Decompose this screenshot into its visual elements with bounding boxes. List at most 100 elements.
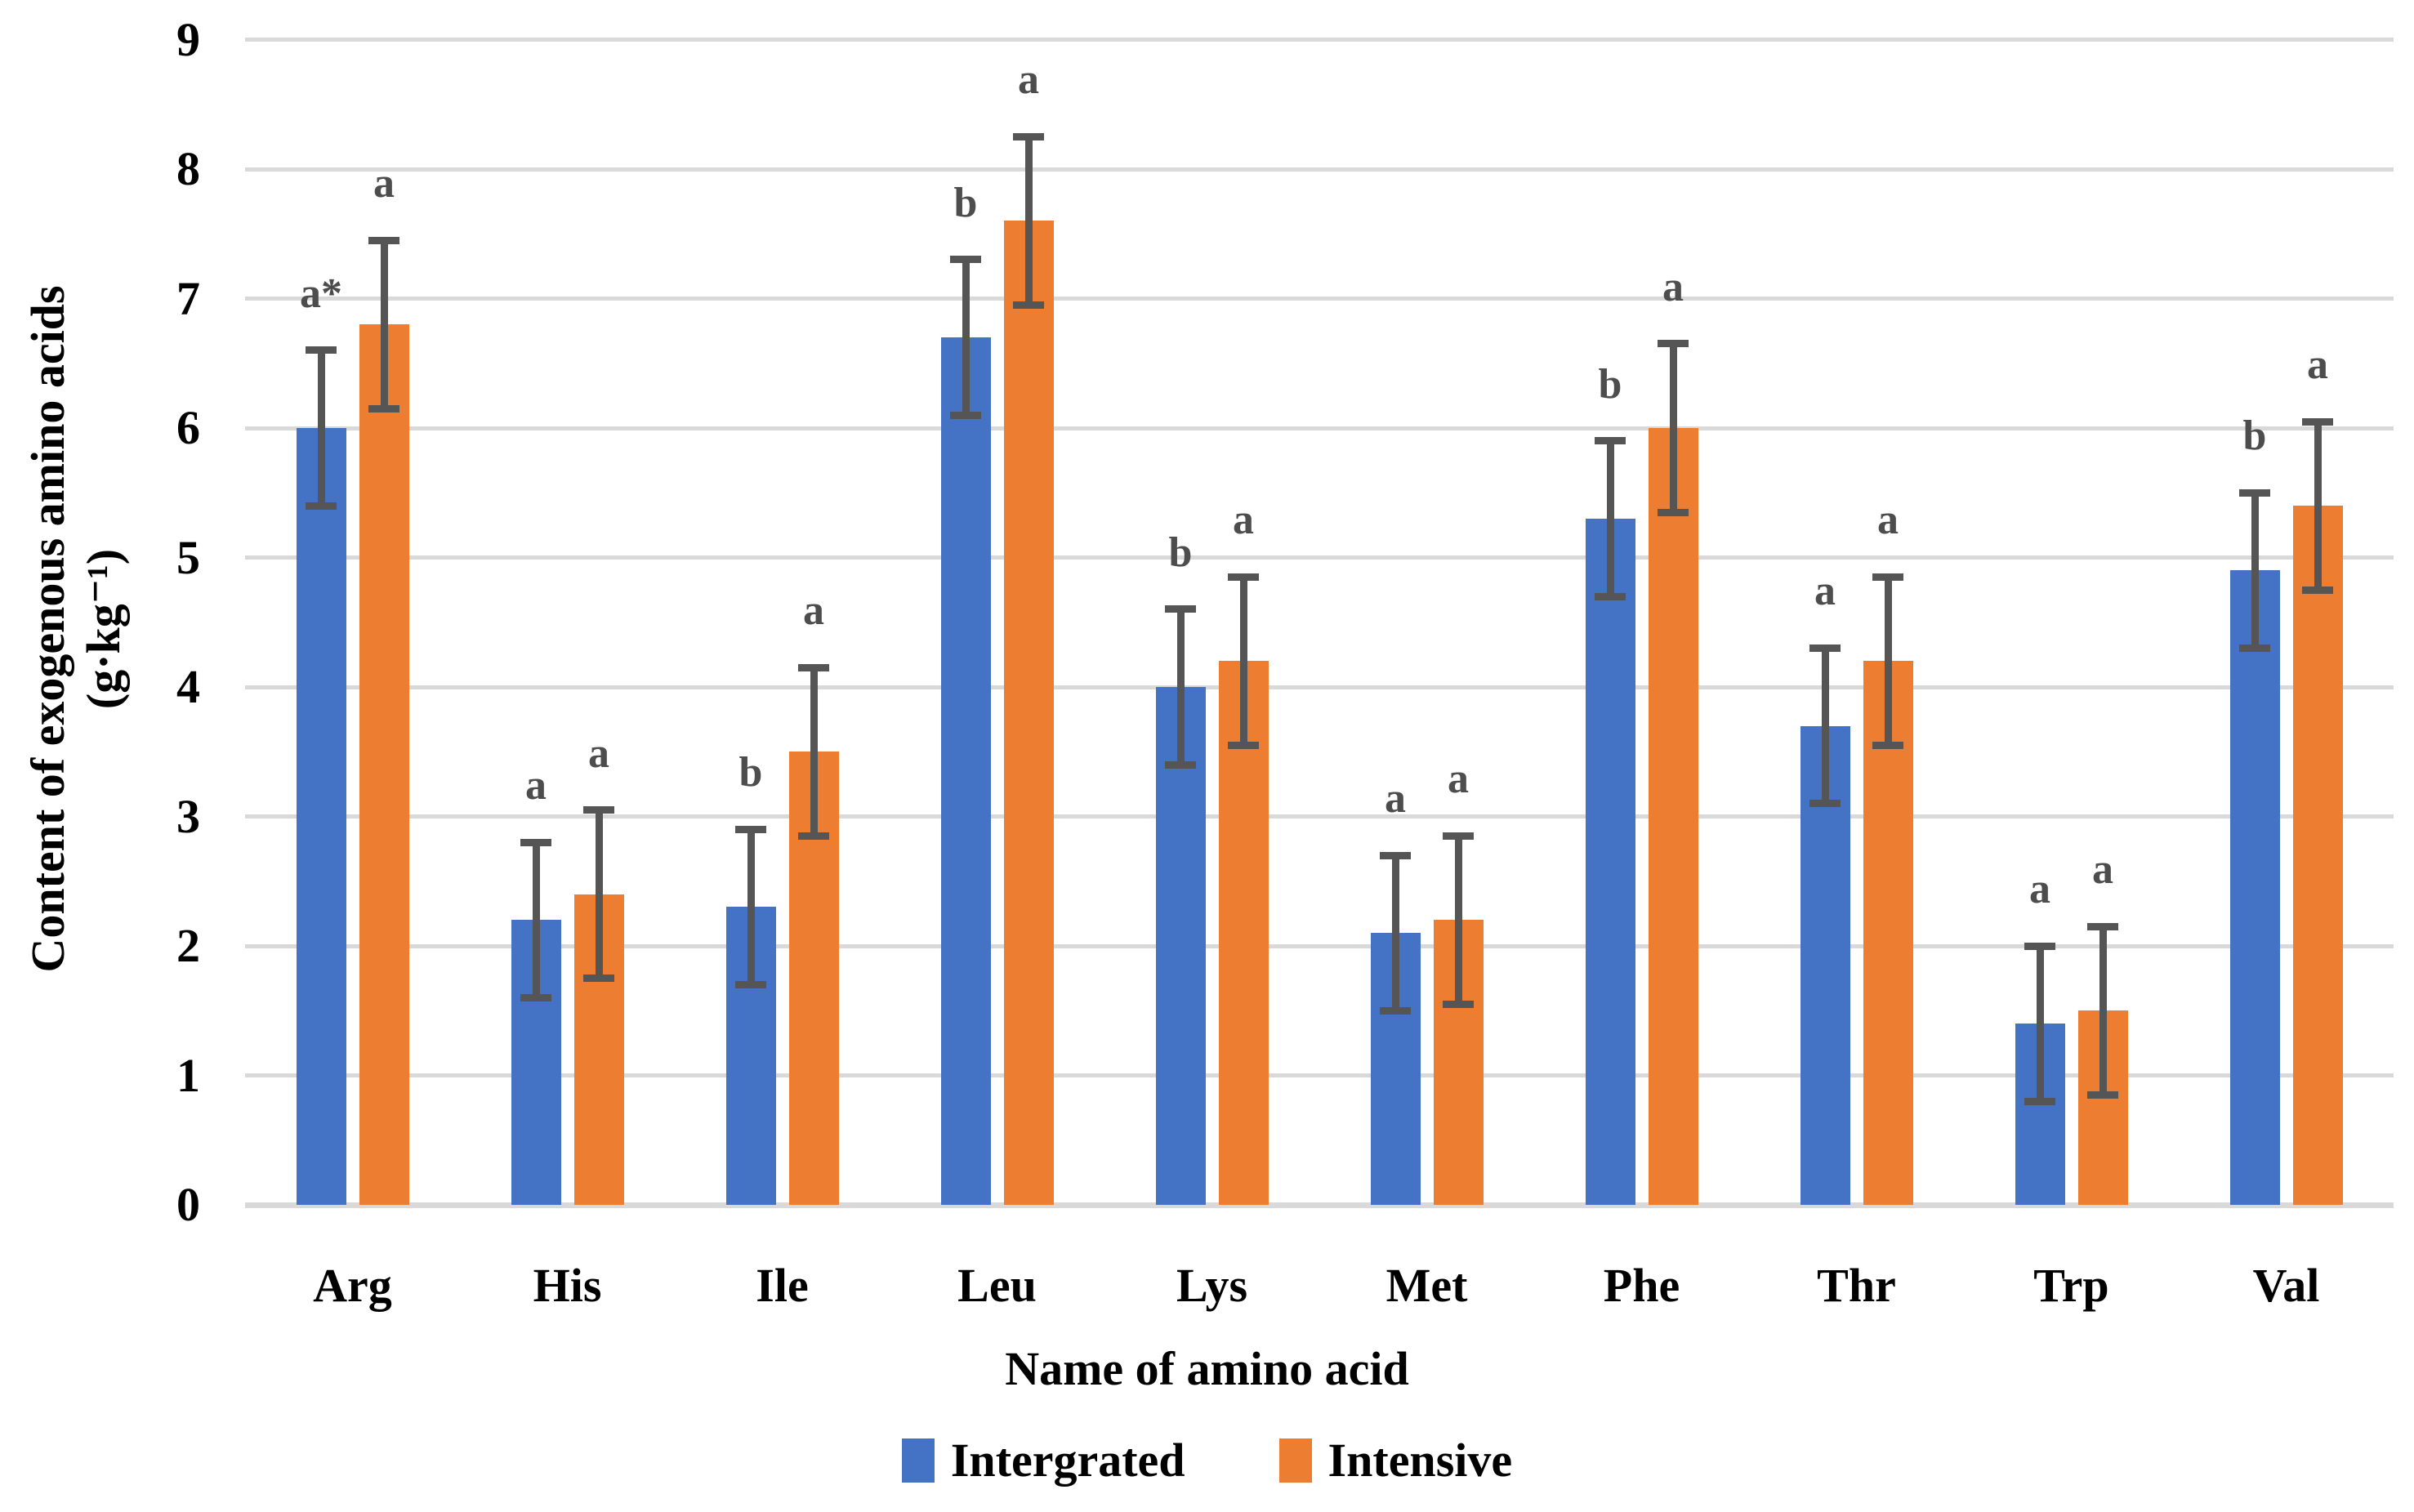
x-axis-title: Name of amino acid — [1005, 1342, 1409, 1395]
error-bar-intensive-leu — [1024, 136, 1033, 306]
y-tick-label-6: 6 — [176, 401, 200, 454]
sig-label-intensive-arg: a — [373, 160, 395, 207]
x-tick-label-thr: Thr — [1817, 1259, 1896, 1312]
bar-intensive-thr — [1863, 661, 1913, 1205]
error-cap-bottom-intergrated-his — [520, 993, 551, 1001]
sig-label-intergrated-thr: a — [1814, 568, 1836, 615]
y-tick-label-9: 9 — [176, 12, 200, 66]
gridline-5 — [245, 555, 2394, 560]
error-cap-bottom-intergrated-arg — [306, 502, 337, 510]
error-cap-bottom-intensive-trp — [2087, 1091, 2118, 1099]
error-bar-intensive-met — [1454, 836, 1462, 1005]
error-cap-bottom-intergrated-trp — [2024, 1097, 2055, 1105]
sig-label-intergrated-val: b — [2242, 413, 2267, 460]
y-axis-title-unit: (g·kg⁻¹) — [77, 548, 130, 710]
sig-label-intergrated-leu: b — [953, 179, 978, 226]
error-cap-bottom-intensive-lys — [1228, 741, 1259, 749]
y-tick-label-5: 5 — [176, 530, 200, 584]
legend-item-intergrated: Intergrated — [901, 1434, 1185, 1487]
error-bar-intergrated-phe — [1606, 440, 1614, 597]
sig-label-intergrated-met: a — [1385, 775, 1406, 823]
sig-label-intergrated-trp: a — [2029, 866, 2050, 912]
sig-label-intensive-thr: a — [1877, 497, 1899, 544]
y-tick-label-1: 1 — [176, 1048, 200, 1102]
error-cap-bottom-intensive-his — [583, 975, 614, 983]
error-bar-intergrated-met — [1391, 855, 1399, 1011]
legend-swatch-intergrated — [901, 1438, 935, 1483]
sig-label-intergrated-arg: a* — [300, 270, 342, 317]
error-bar-intergrated-leu — [962, 259, 970, 416]
error-bar-intensive-val — [2314, 421, 2322, 591]
error-cap-top-intensive-thr — [1872, 573, 1903, 581]
sig-label-intergrated-ile: b — [738, 749, 763, 796]
error-cap-bottom-intergrated-thr — [1809, 800, 1841, 808]
error-bar-intensive-ile — [810, 667, 818, 836]
bar-intergrated-arg — [296, 428, 346, 1205]
error-cap-bottom-intensive-val — [2302, 586, 2333, 594]
y-tick-label-7: 7 — [176, 271, 200, 325]
error-bar-intergrated-val — [2251, 493, 2259, 649]
error-cap-top-intergrated-lys — [1165, 605, 1196, 613]
error-cap-bottom-intergrated-ile — [735, 981, 766, 989]
error-cap-top-intergrated-arg — [306, 346, 337, 355]
sig-label-intensive-lys: a — [1233, 497, 1254, 544]
error-cap-top-intensive-ile — [798, 663, 829, 671]
error-cap-bottom-intergrated-val — [2239, 644, 2270, 652]
y-tick-label-3: 3 — [176, 789, 200, 843]
error-cap-bottom-intergrated-leu — [950, 411, 981, 419]
sig-label-intensive-leu: a — [1018, 56, 1039, 104]
x-tick-label-arg: Arg — [313, 1259, 392, 1312]
x-tick-label-lys: Lys — [1176, 1259, 1248, 1312]
x-tick-label-ile: Ile — [756, 1259, 809, 1312]
error-cap-top-intensive-his — [583, 806, 614, 814]
gridline-8 — [245, 167, 2394, 172]
error-bar-intensive-arg — [380, 240, 388, 409]
gridline-1 — [245, 1073, 2394, 1077]
legend-label-intergrated: Intergrated — [950, 1434, 1185, 1487]
gridline-7 — [245, 297, 2394, 301]
error-cap-top-intergrated-ile — [735, 825, 766, 833]
error-cap-bottom-intergrated-phe — [1595, 592, 1626, 600]
error-cap-top-intensive-phe — [1658, 340, 1689, 348]
bar-intensive-leu — [1003, 221, 1054, 1205]
gridline-9 — [245, 38, 2394, 42]
x-tick-label-val: Val — [2252, 1259, 2320, 1312]
error-cap-top-intensive-val — [2302, 417, 2333, 426]
legend-item-intensive: Intensive — [1278, 1436, 1512, 1485]
sig-label-intensive-val: a — [2307, 341, 2328, 389]
error-cap-top-intensive-trp — [2087, 922, 2118, 930]
error-cap-bottom-intensive-leu — [1013, 301, 1044, 309]
sig-label-intergrated-lys: b — [1168, 529, 1193, 576]
error-cap-bottom-intensive-met — [1443, 1000, 1474, 1008]
error-bar-intensive-thr — [1884, 577, 1892, 746]
gridline-4 — [245, 685, 2394, 689]
error-cap-top-intergrated-leu — [950, 256, 981, 264]
legend: Intergrated Intensive — [0, 1436, 2414, 1485]
x-tick-label-trp: Trp — [2033, 1259, 2109, 1312]
x-tick-label-leu: Leu — [957, 1259, 1037, 1312]
error-cap-bottom-intensive-thr — [1872, 741, 1903, 749]
y-tick-label-2: 2 — [176, 919, 200, 972]
error-bar-intergrated-his — [532, 842, 540, 998]
x-tick-label-phe: Phe — [1603, 1259, 1680, 1312]
error-bar-intensive-phe — [1669, 343, 1677, 513]
error-cap-top-intensive-lys — [1228, 573, 1259, 581]
y-axis-title: Content of exogenous amino acids (g·kg⁻¹… — [20, 82, 135, 1176]
error-cap-top-intergrated-phe — [1595, 437, 1626, 445]
sig-label-intensive-phe: a — [1662, 263, 1684, 310]
error-cap-top-intensive-leu — [1013, 132, 1044, 140]
error-bar-intergrated-arg — [317, 350, 325, 506]
sig-label-intergrated-phe: b — [1598, 360, 1622, 408]
bar-intensive-phe — [1648, 428, 1698, 1205]
error-bar-intensive-his — [595, 810, 603, 979]
sig-label-intensive-trp: a — [2092, 846, 2113, 894]
y-tick-label-0: 0 — [176, 1178, 200, 1231]
bar-intensive-val — [2292, 506, 2343, 1205]
gridline-2 — [245, 943, 2394, 948]
x-axis-line — [245, 1202, 2394, 1208]
error-bar-intergrated-trp — [2036, 946, 2044, 1102]
error-cap-bottom-intensive-phe — [1658, 508, 1689, 516]
error-bar-intensive-trp — [2099, 926, 2107, 1095]
error-cap-bottom-intensive-ile — [798, 832, 829, 840]
